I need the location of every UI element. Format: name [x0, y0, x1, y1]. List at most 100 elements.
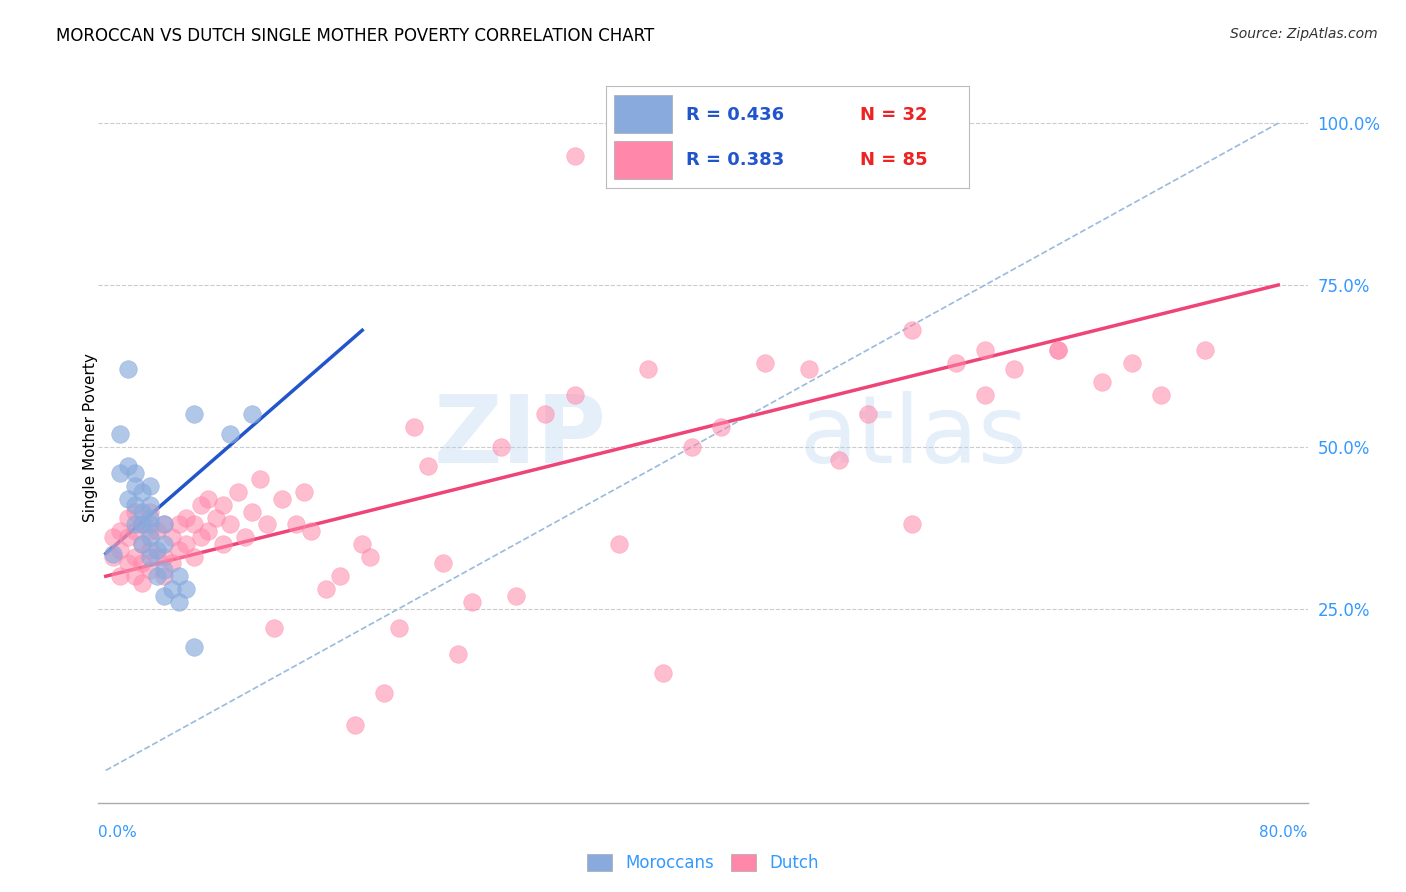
Point — [607, 537, 630, 551]
Point — [124, 524, 146, 538]
Point — [131, 537, 153, 551]
Y-axis label: Single Mother Poverty: Single Mother Poverty — [83, 352, 97, 522]
Point — [138, 563, 160, 577]
Point — [138, 543, 160, 558]
Point — [110, 569, 132, 583]
Point — [153, 569, 176, 583]
Point — [124, 498, 146, 512]
Point — [110, 426, 132, 441]
Point — [131, 557, 153, 571]
Point — [219, 426, 242, 441]
Point — [131, 485, 153, 500]
Legend: Moroccans, Dutch: Moroccans, Dutch — [581, 847, 825, 879]
Point — [176, 511, 198, 525]
Point — [146, 543, 169, 558]
Point — [160, 582, 183, 597]
Point — [138, 517, 160, 532]
Point — [256, 517, 278, 532]
Point — [124, 517, 146, 532]
Point — [226, 485, 249, 500]
Point — [219, 517, 242, 532]
Point — [138, 504, 160, 518]
Point — [110, 466, 132, 480]
Point — [799, 362, 821, 376]
Point — [153, 517, 176, 532]
Point — [124, 466, 146, 480]
Point — [1121, 356, 1143, 370]
Point — [1047, 343, 1070, 357]
Point — [249, 472, 271, 486]
Point — [124, 504, 146, 518]
Point — [270, 491, 292, 506]
Point — [117, 511, 139, 525]
Text: 80.0%: 80.0% — [1260, 825, 1308, 840]
Point — [710, 420, 733, 434]
Point — [131, 517, 153, 532]
Point — [110, 524, 132, 538]
Point — [153, 589, 176, 603]
Point — [138, 511, 160, 525]
Point — [461, 595, 484, 609]
Point — [754, 356, 776, 370]
Point — [446, 647, 468, 661]
Point — [167, 595, 190, 609]
Point — [124, 569, 146, 583]
Point — [160, 530, 183, 544]
Point — [160, 557, 183, 571]
Point — [901, 517, 924, 532]
Point — [197, 524, 219, 538]
Point — [505, 589, 527, 603]
Point — [146, 569, 169, 583]
Point — [856, 408, 879, 422]
Point — [233, 530, 256, 544]
Point — [117, 491, 139, 506]
Point — [101, 549, 124, 564]
Point — [974, 343, 997, 357]
Point — [101, 530, 124, 544]
Point — [190, 530, 212, 544]
Point — [124, 549, 146, 564]
Point — [153, 549, 176, 564]
Point — [146, 549, 169, 564]
Point — [153, 563, 176, 577]
Point — [117, 557, 139, 571]
Point — [292, 485, 315, 500]
Point — [167, 569, 190, 583]
Point — [197, 491, 219, 506]
Point — [183, 549, 205, 564]
Point — [190, 498, 212, 512]
Point — [101, 547, 124, 561]
Point — [651, 666, 673, 681]
Point — [491, 440, 513, 454]
Point — [299, 524, 322, 538]
Point — [373, 686, 395, 700]
Point — [131, 575, 153, 590]
Point — [153, 517, 176, 532]
Point — [637, 362, 659, 376]
Text: 0.0%: 0.0% — [98, 825, 138, 840]
Point — [131, 504, 153, 518]
Point — [138, 498, 160, 512]
Point — [263, 621, 285, 635]
Point — [117, 530, 139, 544]
Point — [402, 420, 425, 434]
Point — [534, 408, 557, 422]
Point — [117, 362, 139, 376]
Point — [183, 640, 205, 655]
Point — [827, 452, 849, 467]
Point — [974, 388, 997, 402]
Point — [212, 498, 235, 512]
Point — [901, 323, 924, 337]
Point — [167, 543, 190, 558]
Point — [153, 537, 176, 551]
Point — [285, 517, 308, 532]
Point — [167, 517, 190, 532]
Point — [146, 524, 169, 538]
Point — [1091, 375, 1114, 389]
Point — [138, 524, 160, 538]
Point — [212, 537, 235, 551]
Point — [1194, 343, 1216, 357]
Point — [315, 582, 337, 597]
Point — [1004, 362, 1026, 376]
Text: ZIP: ZIP — [433, 391, 606, 483]
